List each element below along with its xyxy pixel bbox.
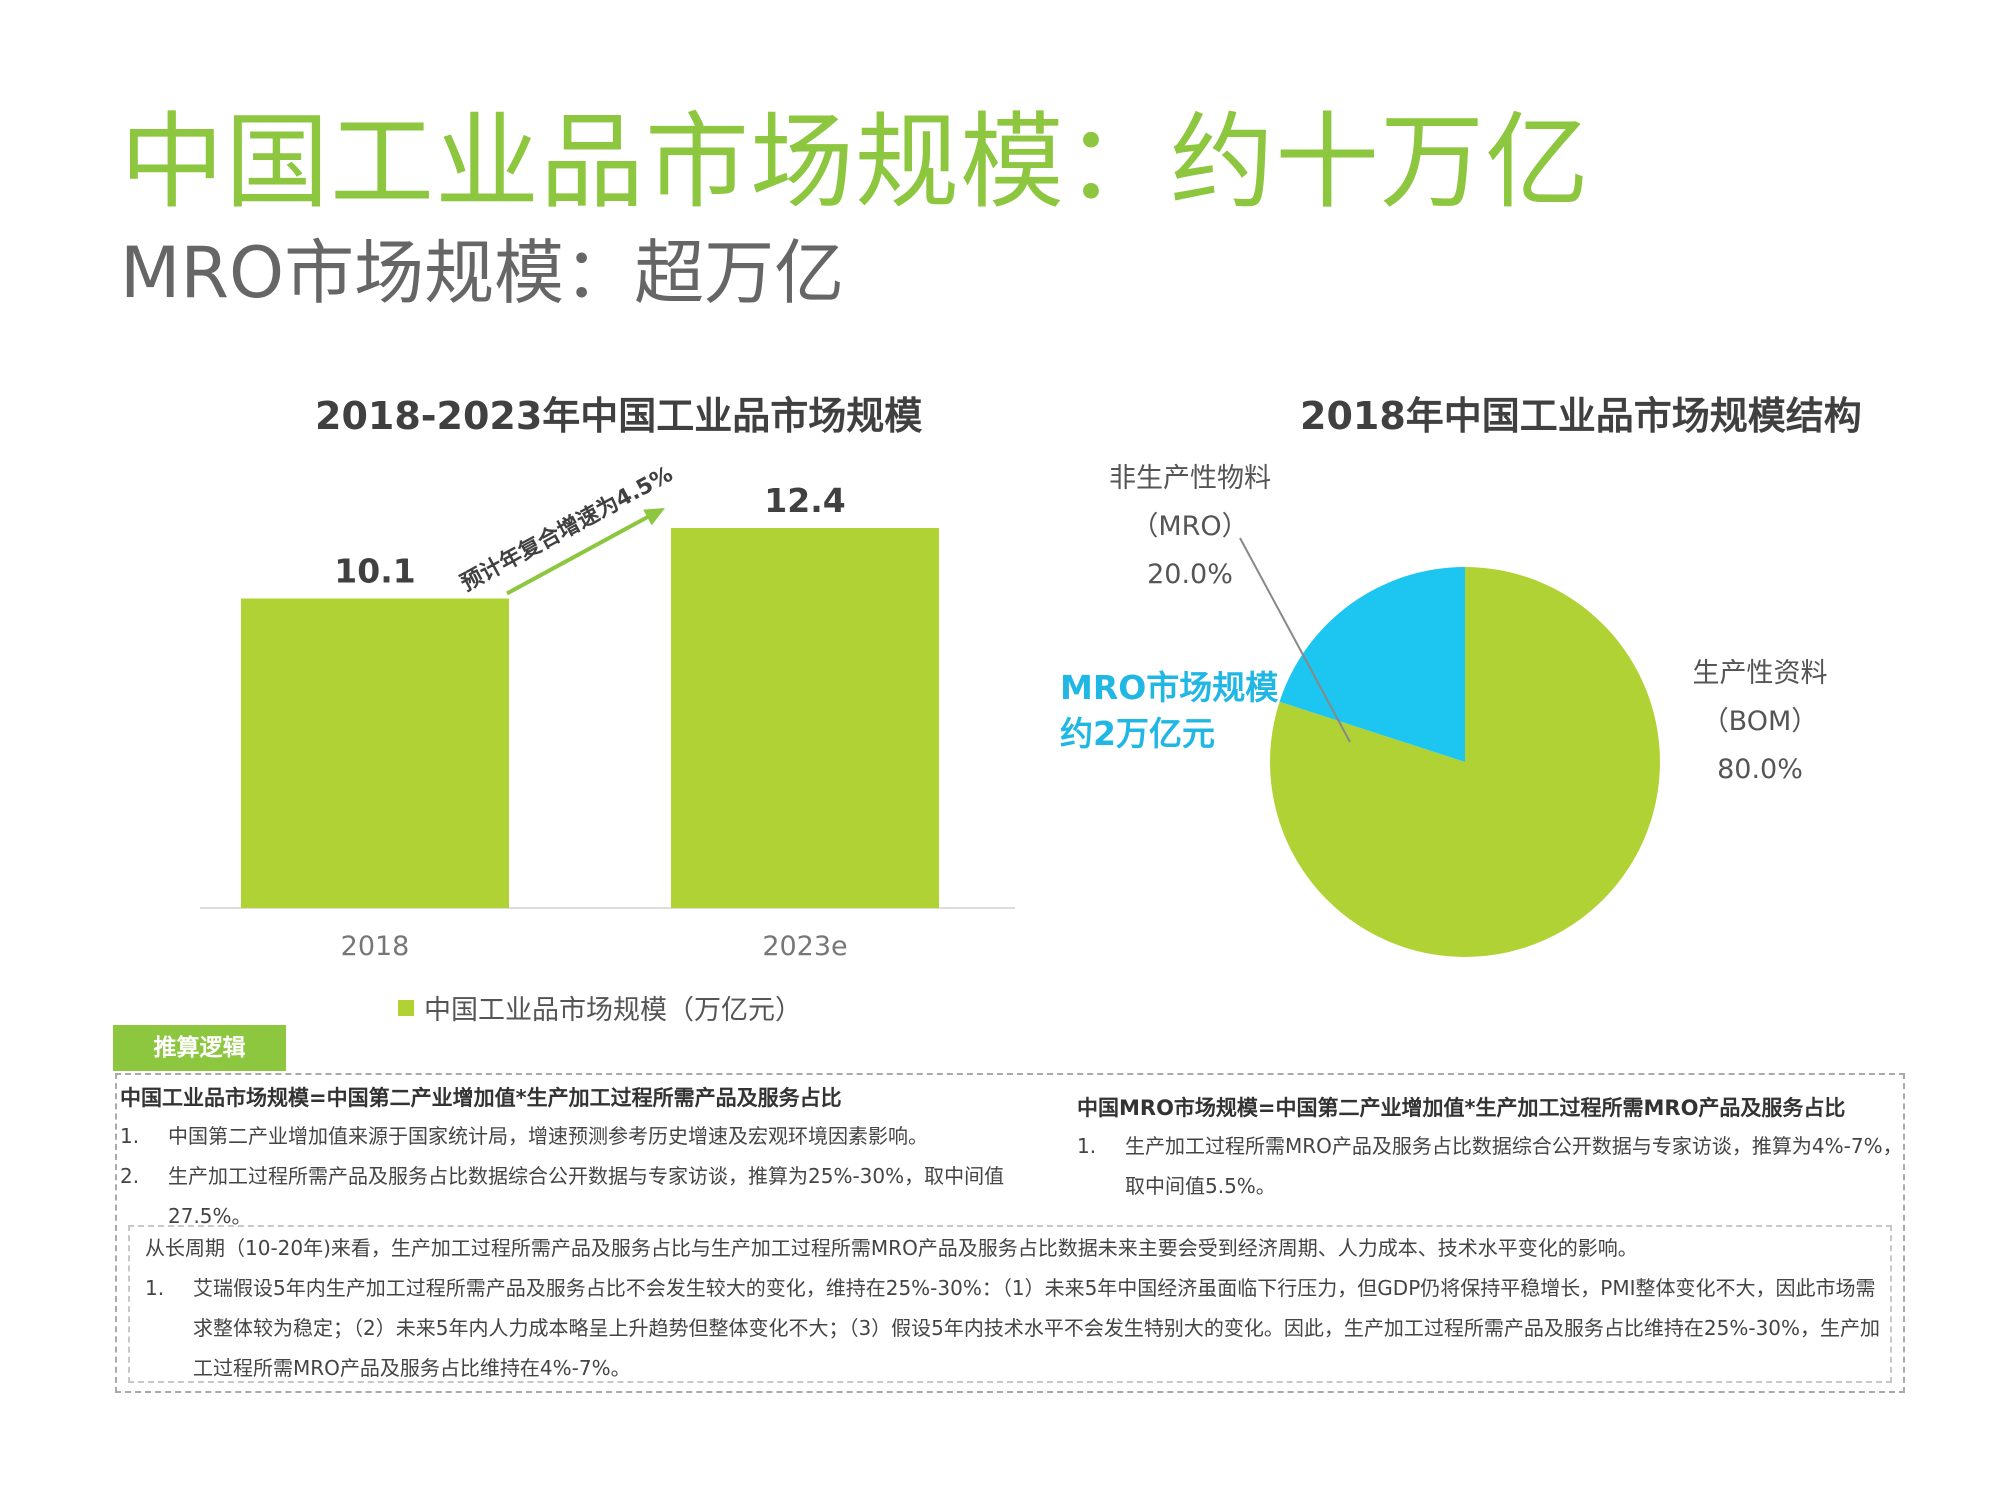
note-item-list: 1. 艾瑞假设5年内生产加工过程所需产品及服务占比不会发生较大的变化，维持在25%… <box>145 1268 1890 1388</box>
mro-leader-line <box>1239 537 1351 743</box>
logic-tag: 推算逻辑 <box>113 1025 286 1071</box>
logic-note: 从长周期（10-20年)来看，生产加工过程所需产品及服务占比与生产加工过程所需M… <box>145 1236 1638 1260</box>
pie-label-mro-pct: 20.0% <box>1147 559 1233 590</box>
pie-label-bom-name: 生产性资料 <box>1692 658 1828 689</box>
mro-callout-line2: 约2万亿元 <box>1060 714 1215 753</box>
logic-box <box>115 1073 1905 1393</box>
x-tick-label: 2018 <box>341 931 410 962</box>
pie-label-mro: 非生产性物料 （MRO） 20.0% <box>1090 455 1290 599</box>
legend-label: 中国工业品市场规模（万亿元） <box>424 995 802 1026</box>
mro-callout: MRO市场规模 约2万亿元 <box>1060 665 1278 757</box>
growth-arrow-head <box>643 508 665 526</box>
left-item-list: 1. 中国第二产业增加值来源于国家统计局，增速预测参考历史增速及宏观环境因素影响。… <box>120 1116 1040 1236</box>
page-subtitle: MRO市场规模：超万亿 <box>120 232 845 314</box>
pie-label-bom-abbr: （BOM） <box>1701 706 1819 737</box>
growth-arrow-line <box>506 511 656 596</box>
right-item-list: 1. 生产加工过程所需MRO产品及服务占比数据综合公开数据与专家访谈，推算为4%-… <box>1077 1126 1907 1206</box>
pie-label-mro-abbr: （MRO） <box>1131 511 1249 542</box>
list-item-text: 中国第二产业增加值来源于国家统计局，增速预测参考历史增速及宏观环境因素影响。 <box>168 1124 928 1148</box>
bar <box>241 598 509 908</box>
pie-chart-title: 2018年中国工业品市场规模结构 <box>1300 394 1862 438</box>
mro-callout-line1: MRO市场规模 <box>1060 668 1279 707</box>
logic-note-box <box>128 1225 1892 1383</box>
list-item-number: 1. <box>120 1124 140 1148</box>
bar-value-label: 12.4 <box>764 481 845 520</box>
pie-label-bom-pct: 80.0% <box>1717 754 1803 785</box>
bar-chart-title: 2018-2023年中国工业品市场规模 <box>315 394 923 438</box>
pie-slice-mro <box>1279 567 1465 762</box>
bar-value-label: 10.1 <box>334 551 415 590</box>
pie-label-mro-name: 非生产性物料 <box>1109 463 1271 494</box>
list-item-number: 1. <box>1077 1134 1097 1158</box>
pie-label-bom: 生产性资料 （BOM） 80.0% <box>1650 650 1870 794</box>
bar <box>671 528 939 908</box>
list-item-number: 1. <box>145 1276 165 1300</box>
bar-chart-legend: 中国工业品市场规模（万亿元） <box>398 988 802 1027</box>
list-item-text: 生产加工过程所需MRO产品及服务占比数据综合公开数据与专家访谈，推算为4%-7%… <box>1125 1134 1903 1198</box>
list-item: 2. 生产加工过程所需产品及服务占比数据综合公开数据与专家访谈，推算为25%-30… <box>120 1156 1040 1236</box>
right-formula: 中国MRO市场规模=中国第二产业增加值*生产加工过程所需MRO产品及服务占比 <box>1077 1096 1846 1120</box>
list-item-text: 艾瑞假设5年内生产加工过程所需产品及服务占比不会发生较大的变化，维持在25%-3… <box>193 1276 1881 1380</box>
legend-swatch <box>398 999 414 1016</box>
x-tick-label: 2023e <box>762 931 847 962</box>
list-item-text: 生产加工过程所需产品及服务占比数据综合公开数据与专家访谈，推算为25%-30%，… <box>168 1164 1005 1228</box>
list-item: 1. 中国第二产业增加值来源于国家统计局，增速预测参考历史增速及宏观环境因素影响。 <box>120 1116 1040 1156</box>
left-formula: 中国工业品市场规模=中国第二产业增加值*生产加工过程所需产品及服务占比 <box>120 1086 842 1110</box>
list-item: 1. 艾瑞假设5年内生产加工过程所需产品及服务占比不会发生较大的变化，维持在25%… <box>145 1268 1890 1388</box>
page-title: 中国工业品市场规模：约十万亿 <box>120 101 1591 223</box>
list-item-number: 2. <box>120 1164 140 1188</box>
list-item: 1. 生产加工过程所需MRO产品及服务占比数据综合公开数据与专家访谈，推算为4%-… <box>1077 1126 1907 1206</box>
